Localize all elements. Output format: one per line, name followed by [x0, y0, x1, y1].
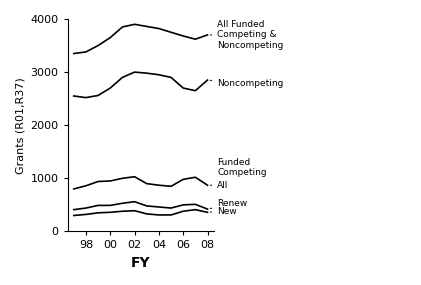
X-axis label: FY: FY	[131, 256, 150, 270]
Y-axis label: Grants (R01,R37): Grants (R01,R37)	[15, 77, 25, 174]
Text: All Funded
Competing &
Noncompeting: All Funded Competing & Noncompeting	[210, 20, 284, 50]
Text: Renew: Renew	[210, 199, 248, 208]
Text: All: All	[210, 181, 229, 190]
Text: Funded
Competing: Funded Competing	[217, 158, 267, 177]
Text: Noncompeting: Noncompeting	[210, 79, 284, 88]
Text: New: New	[210, 207, 237, 216]
